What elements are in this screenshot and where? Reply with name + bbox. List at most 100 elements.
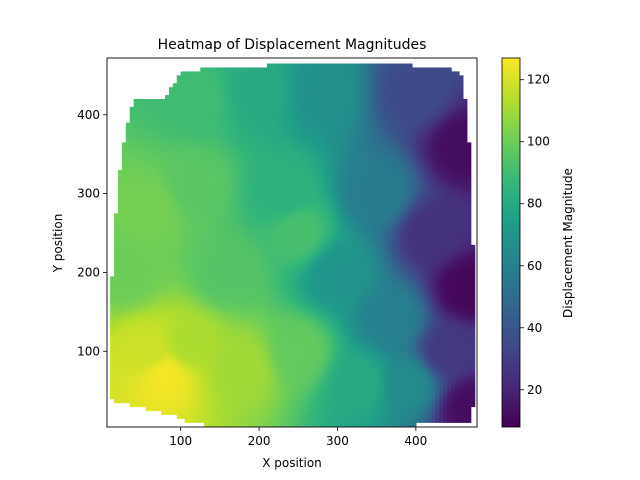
heatmap-cell bbox=[282, 327, 288, 333]
heatmap-cell bbox=[239, 87, 244, 92]
heatmap-cell bbox=[270, 402, 276, 408]
heatmap-cell bbox=[239, 386, 244, 392]
heatmap-cell bbox=[255, 197, 260, 203]
heatmap-cell bbox=[294, 122, 299, 128]
heatmap-cell bbox=[204, 67, 209, 72]
heatmap-cell bbox=[294, 233, 299, 238]
heatmap-cell bbox=[329, 311, 335, 317]
heatmap-cell bbox=[251, 402, 256, 408]
heatmap-cell bbox=[251, 260, 256, 266]
heatmap-cell bbox=[196, 154, 201, 159]
heatmap-cell bbox=[243, 327, 248, 333]
heatmap-cell bbox=[200, 79, 205, 84]
heatmap-cell bbox=[196, 351, 201, 356]
heatmap-cell bbox=[184, 177, 190, 183]
heatmap-cell bbox=[212, 374, 217, 380]
heatmap-cell bbox=[196, 173, 201, 179]
heatmap-cell bbox=[313, 138, 319, 143]
heatmap-cell bbox=[161, 351, 166, 356]
heatmap-cell bbox=[313, 221, 319, 226]
heatmap-cell bbox=[133, 225, 139, 230]
heatmap-cell bbox=[266, 67, 272, 72]
heatmap-cell bbox=[294, 260, 299, 266]
heatmap-cell bbox=[298, 75, 303, 80]
heatmap-cell bbox=[141, 138, 147, 143]
heatmap-cell bbox=[176, 359, 182, 364]
heatmap-cell bbox=[114, 252, 119, 258]
heatmap-cell bbox=[321, 229, 327, 234]
heatmap-cell bbox=[321, 91, 327, 96]
heatmap-cell bbox=[278, 300, 284, 305]
heatmap-cell bbox=[117, 209, 123, 214]
heatmap-cell bbox=[247, 252, 252, 258]
heatmap-cell bbox=[157, 398, 162, 404]
heatmap-cell bbox=[172, 394, 178, 400]
heatmap-cell bbox=[235, 146, 241, 151]
heatmap-cell bbox=[298, 225, 303, 230]
heatmap-cell bbox=[266, 201, 272, 207]
heatmap-cell bbox=[317, 347, 323, 352]
heatmap-cell bbox=[290, 422, 295, 427]
heatmap-cell bbox=[231, 118, 237, 124]
heatmap-cell bbox=[321, 363, 327, 368]
heatmap-cell bbox=[251, 319, 256, 325]
heatmap-cell bbox=[239, 154, 244, 159]
heatmap-cell bbox=[263, 233, 268, 238]
heatmap-cell bbox=[121, 359, 127, 364]
heatmap-cell bbox=[251, 95, 256, 100]
heatmap-cell bbox=[141, 331, 147, 337]
heatmap-cell bbox=[270, 229, 276, 234]
heatmap-cell bbox=[208, 158, 213, 163]
heatmap-cell bbox=[165, 276, 170, 281]
heatmap-cell bbox=[243, 363, 248, 368]
heatmap-cell bbox=[294, 335, 299, 341]
heatmap-cell bbox=[286, 280, 292, 285]
heatmap-cell bbox=[231, 173, 237, 179]
heatmap-cell bbox=[302, 173, 307, 179]
heatmap-cell bbox=[172, 225, 178, 230]
heatmap-cell bbox=[137, 248, 143, 254]
heatmap-cell bbox=[231, 114, 237, 120]
heatmap-cell bbox=[200, 335, 205, 341]
heatmap-cell bbox=[337, 296, 342, 301]
heatmap-cell bbox=[259, 315, 264, 321]
heatmap-cell bbox=[325, 319, 331, 325]
heatmap-cell bbox=[278, 414, 284, 419]
heatmap-cell bbox=[231, 197, 237, 203]
heatmap-cell bbox=[196, 162, 201, 167]
heatmap-cell bbox=[270, 169, 276, 175]
heatmap-cell bbox=[208, 166, 213, 171]
heatmap-cell bbox=[200, 374, 205, 380]
heatmap-cell bbox=[259, 102, 264, 108]
heatmap-cell bbox=[208, 193, 213, 199]
heatmap-cell bbox=[286, 138, 292, 143]
heatmap-cell bbox=[302, 414, 307, 419]
heatmap-cell bbox=[255, 284, 260, 289]
heatmap-cell bbox=[306, 189, 311, 195]
heatmap-cell bbox=[145, 197, 150, 203]
heatmap-cell bbox=[223, 256, 229, 262]
heatmap-cell bbox=[313, 292, 319, 297]
heatmap-cell bbox=[153, 138, 158, 143]
heatmap-cell bbox=[204, 319, 209, 325]
heatmap-cell bbox=[235, 225, 241, 230]
heatmap-cell bbox=[196, 292, 201, 297]
heatmap-cell bbox=[223, 252, 229, 258]
heatmap-cell bbox=[184, 371, 190, 376]
heatmap-cell bbox=[274, 201, 280, 207]
heatmap-cell bbox=[235, 335, 241, 341]
heatmap-cell bbox=[192, 236, 197, 242]
heatmap-cell bbox=[302, 315, 307, 321]
heatmap-cell bbox=[274, 343, 280, 348]
heatmap-cell bbox=[227, 236, 233, 242]
heatmap-cell bbox=[263, 79, 268, 84]
heatmap-cell bbox=[270, 185, 276, 191]
heatmap-cell bbox=[129, 307, 135, 313]
heatmap-cell bbox=[157, 106, 162, 112]
heatmap-cell bbox=[302, 371, 307, 376]
heatmap-cell bbox=[172, 339, 178, 345]
heatmap-cell bbox=[161, 276, 166, 281]
heatmap-cell bbox=[161, 118, 166, 124]
heatmap-cell bbox=[235, 256, 241, 262]
heatmap-cell bbox=[165, 158, 170, 163]
